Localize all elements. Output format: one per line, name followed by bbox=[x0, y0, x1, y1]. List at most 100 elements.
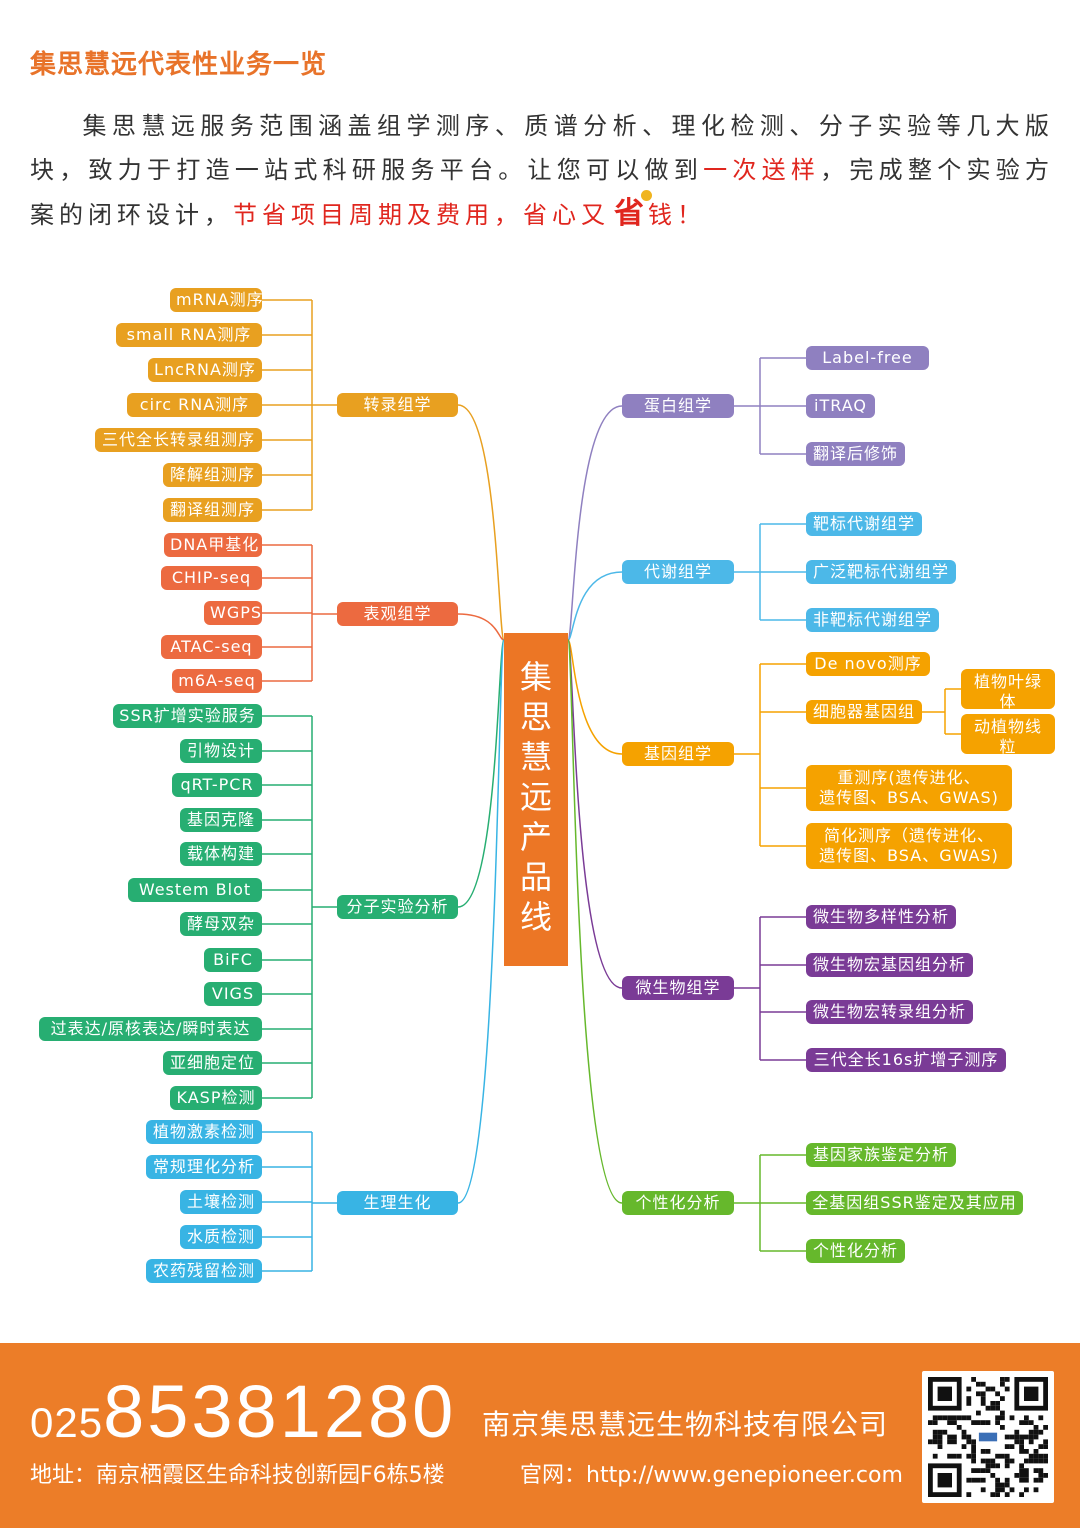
qr-module bbox=[985, 1458, 991, 1464]
qr-module bbox=[1028, 1420, 1034, 1425]
service-item-1-4: m6A-seq bbox=[172, 669, 262, 693]
service-item-0-6: 翻译组测序 bbox=[163, 498, 262, 522]
category-node-right-1: 代谢组学 bbox=[622, 560, 734, 584]
qr-module bbox=[956, 1415, 962, 1421]
qr-module bbox=[985, 1405, 991, 1411]
qr-module bbox=[980, 1401, 986, 1406]
service-item-0-0: mRNA测序 bbox=[170, 288, 263, 312]
service-item-2-11: KASP检测 bbox=[170, 1086, 262, 1110]
qr-module bbox=[947, 1453, 952, 1459]
sub-item-0: 植物叶绿体基因组 bbox=[961, 669, 1055, 731]
category-node-right-3: 微生物组学 bbox=[622, 976, 734, 1000]
qr-module bbox=[947, 1420, 952, 1425]
service-item-1-3: ATAC-seq bbox=[161, 635, 262, 659]
service-item-3-2: 土壤检测 bbox=[180, 1190, 262, 1214]
service-item-r1-1: 广泛靶标代谢组学 bbox=[806, 560, 956, 584]
qr-module bbox=[966, 1477, 972, 1483]
service-item-2-7: BiFC bbox=[204, 948, 262, 972]
qr-module bbox=[1033, 1468, 1039, 1473]
qr-module bbox=[1024, 1420, 1029, 1425]
qr-module bbox=[985, 1468, 991, 1473]
center-char: 慧 bbox=[519, 738, 552, 776]
intro-text-1: 集思慧远服务范围涵盖组学测序、质谱分析、理化检测、分子实验等几大版块，致力于打造… bbox=[30, 112, 1054, 184]
center-char: 思 bbox=[519, 698, 552, 736]
mind-map-connectors bbox=[262, 299, 961, 1272]
service-item-3-1: 常规理化分析 bbox=[146, 1155, 262, 1179]
service-item-1-1: CHIP-seq bbox=[161, 566, 262, 590]
qr-module bbox=[995, 1477, 1000, 1483]
qr-module bbox=[1019, 1473, 1024, 1478]
qr-module bbox=[937, 1444, 943, 1449]
qr-module bbox=[952, 1453, 957, 1459]
qr-module bbox=[1004, 1434, 1010, 1440]
qr-module bbox=[990, 1386, 996, 1392]
company-website: 官网：http://www.genepioneer.com bbox=[520, 1463, 903, 1488]
intro-highlight-one-shipment: 一次送样 bbox=[703, 156, 821, 184]
qr-module bbox=[995, 1420, 1000, 1425]
intro-paragraph: 集思慧远服务范围涵盖组学测序、质谱分析、理化检测、分子实验等几大版块，致力于打造… bbox=[30, 104, 1054, 237]
phone-prefix: 025 bbox=[30, 1399, 104, 1446]
qr-module bbox=[1043, 1425, 1048, 1430]
qr-module bbox=[956, 1453, 962, 1459]
qr-module bbox=[1038, 1458, 1044, 1464]
qr-module bbox=[1009, 1415, 1015, 1421]
service-item-r2-3-line1: 简化测序（遗传进化、 bbox=[823, 826, 994, 845]
sub-item-1-line1: 动植物线粒 bbox=[973, 717, 1042, 756]
service-item-1-0: DNA甲基化 bbox=[164, 533, 262, 557]
service-item-0-4: 三代全长转录组测序 bbox=[95, 428, 262, 452]
qr-module bbox=[1019, 1444, 1024, 1449]
qr-module bbox=[971, 1449, 976, 1454]
qr-module bbox=[980, 1458, 986, 1464]
save-money-icon: 省 bbox=[614, 190, 652, 236]
page-title: 集思慧远代表性业务一览 bbox=[30, 50, 328, 80]
qr-module bbox=[1009, 1434, 1015, 1440]
service-item-r0-1: iTRAQ bbox=[806, 394, 875, 418]
qr-module bbox=[976, 1477, 981, 1483]
qr-module bbox=[1004, 1377, 1010, 1382]
qr-module bbox=[966, 1434, 972, 1440]
category-node-left-1: 表观组学 bbox=[337, 602, 458, 626]
qr-module bbox=[937, 1429, 943, 1435]
sub-item-0-line1: 植物叶绿体 bbox=[973, 672, 1042, 711]
service-item-r1-0: 靶标代谢组学 bbox=[806, 512, 922, 536]
qr-module bbox=[978, 1432, 998, 1442]
qr-module bbox=[995, 1401, 1000, 1406]
qr-code-icon[interactable] bbox=[922, 1371, 1054, 1503]
company-name: 南京集思慧远生物科技有限公司 bbox=[482, 1408, 889, 1441]
connector-line bbox=[457, 639, 505, 1204]
service-item-2-10: 亚细胞定位 bbox=[163, 1051, 262, 1075]
qr-module bbox=[1043, 1473, 1048, 1478]
qr-module bbox=[1000, 1453, 1005, 1459]
qr-module bbox=[1000, 1381, 1005, 1387]
intro-highlight-save: 节省项目周期及费用，省心又 bbox=[233, 201, 610, 229]
qr-module bbox=[932, 1429, 938, 1435]
qr-module bbox=[1028, 1453, 1034, 1459]
qr-module bbox=[976, 1468, 981, 1473]
qr-module bbox=[932, 1415, 938, 1421]
qr-module bbox=[947, 1434, 952, 1440]
service-item-0-1: small RNA测序 bbox=[116, 323, 262, 347]
qr-module bbox=[1009, 1487, 1015, 1493]
qr-module bbox=[932, 1434, 938, 1440]
qr-module bbox=[1019, 1463, 1024, 1469]
qr-module bbox=[1043, 1444, 1048, 1449]
qr-module bbox=[985, 1449, 991, 1454]
qr-module bbox=[937, 1439, 943, 1445]
qr-module bbox=[1019, 1420, 1024, 1425]
qr-module bbox=[1019, 1468, 1024, 1473]
service-item-r3-0: 微生物多样性分析 bbox=[806, 905, 956, 929]
qr-module bbox=[980, 1396, 986, 1401]
qr-module bbox=[995, 1482, 1000, 1488]
service-item-r2-0: De novo测序 bbox=[806, 652, 930, 676]
qr-module bbox=[1038, 1473, 1044, 1478]
intro-text-2: ，完成整个实验方案的闭环设计， bbox=[30, 156, 1055, 229]
qr-module bbox=[995, 1463, 1000, 1469]
service-item-r2-2-line1: 重测序(遗传进化、 bbox=[837, 768, 981, 787]
qr-module bbox=[932, 1439, 938, 1445]
qr-module bbox=[971, 1439, 976, 1445]
qr-module bbox=[932, 1453, 938, 1459]
qr-module bbox=[961, 1444, 967, 1449]
qr-module bbox=[928, 1439, 933, 1445]
service-item-r4-1: 全基因组SSR鉴定及其应用 bbox=[806, 1191, 1023, 1215]
service-item-2-1: 引物设计 bbox=[180, 739, 262, 763]
